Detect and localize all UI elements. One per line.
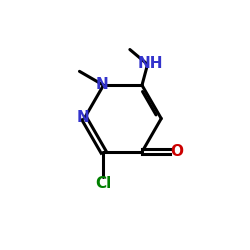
Text: N: N — [96, 77, 108, 92]
Text: O: O — [170, 144, 183, 160]
Text: NH: NH — [137, 56, 163, 71]
Text: N: N — [77, 110, 90, 125]
Text: Cl: Cl — [95, 176, 112, 191]
